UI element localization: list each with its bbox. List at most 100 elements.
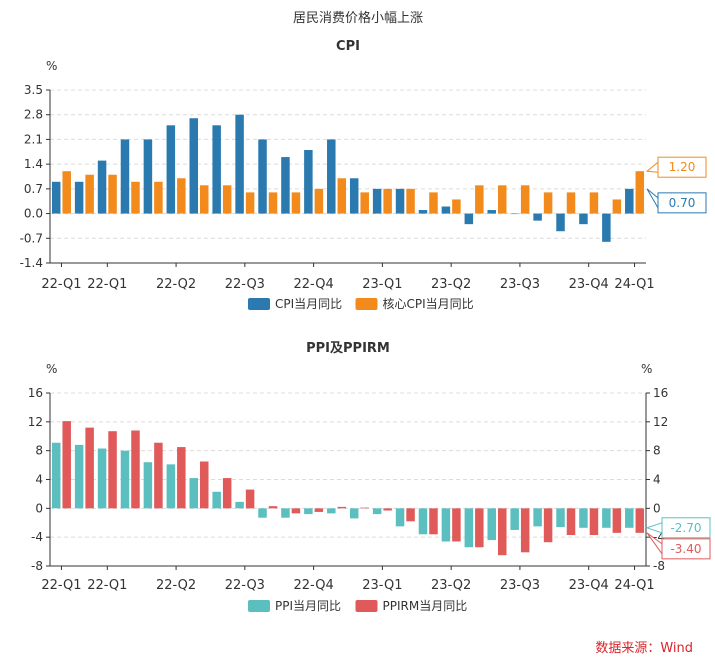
legend-label: CPI当月同比 — [275, 297, 342, 311]
x-tick-label: 22-Q2 — [156, 277, 196, 292]
bar-series1 — [418, 508, 428, 535]
bar-series2 — [360, 507, 369, 509]
bar-series2 — [498, 508, 507, 556]
bar-series1 — [441, 508, 451, 542]
bar-series2 — [429, 192, 438, 214]
figure-title: 居民消费价格小幅上涨 — [293, 10, 423, 26]
bar-series1 — [510, 508, 519, 530]
x-tick-label: 23-Q4 — [569, 277, 609, 292]
bar-series2 — [635, 508, 645, 533]
bar-series1 — [464, 213, 474, 225]
bar-series2 — [589, 508, 599, 536]
bar-series2 — [177, 447, 186, 509]
y-tick-label: 0.0 — [24, 207, 43, 221]
bar-series1 — [556, 508, 565, 528]
y-tick-label: -0.7 — [20, 231, 43, 245]
bar-series1 — [212, 125, 221, 214]
x-tick-label: 24-Q1 — [614, 578, 654, 593]
bar-series2 — [291, 192, 301, 214]
bar-series2 — [498, 185, 507, 214]
bar-series1 — [533, 508, 542, 527]
legend-label: 核心CPI当月同比 — [383, 297, 474, 311]
bar-series1 — [418, 210, 428, 214]
bar-series2 — [314, 508, 324, 512]
y-tick-label: 0 — [35, 501, 43, 515]
y-tick-label-right: 0 — [653, 501, 661, 515]
bar-series2 — [406, 508, 415, 522]
bar-series1 — [602, 508, 611, 528]
bar-series1 — [304, 150, 313, 214]
bar-series1 — [143, 139, 153, 214]
bar-series1 — [189, 478, 198, 509]
bar-series2 — [131, 430, 140, 509]
bar-series2 — [543, 192, 553, 214]
bar-series1 — [579, 213, 588, 225]
bar-series2 — [62, 421, 71, 509]
bar-series1 — [464, 508, 474, 548]
bar-series1 — [349, 508, 359, 519]
callout-box — [661, 517, 711, 539]
bar-series2 — [429, 508, 438, 535]
bar-series1 — [349, 178, 359, 214]
bar-series2 — [635, 171, 645, 214]
x-tick-label: 23-Q4 — [569, 578, 609, 593]
y-tick-label: 1.4 — [24, 157, 43, 171]
bar-series1 — [281, 157, 290, 214]
bar-series2 — [475, 508, 484, 548]
bar-series1 — [579, 508, 588, 528]
bar-series2 — [314, 188, 324, 214]
bar-series1 — [487, 508, 496, 541]
bar-series1 — [625, 508, 634, 528]
bar-series1 — [143, 462, 153, 509]
bar-series2 — [383, 508, 392, 511]
bar-series1 — [235, 501, 244, 509]
legend-swatch — [355, 600, 378, 612]
x-tick-label: 23-Q2 — [431, 578, 471, 593]
callout-label: 0.70 — [669, 196, 696, 210]
callout-pointer — [646, 532, 663, 555]
bar-series1 — [372, 508, 382, 515]
legend-label: PPIRM当月同比 — [383, 599, 468, 613]
x-tick-label: 22-Q1 — [87, 277, 127, 292]
y-tick-label-right: 12 — [653, 415, 668, 429]
bar-series1 — [556, 213, 565, 232]
y-tick-label: 3.5 — [24, 83, 43, 97]
bar-series1 — [395, 188, 405, 214]
callout-box — [657, 156, 707, 178]
x-tick-label: 23-Q1 — [362, 578, 402, 593]
bar-series2 — [108, 431, 117, 509]
bar-series2 — [154, 181, 163, 214]
bar-series2 — [520, 508, 530, 553]
y-axis-unit: % — [46, 362, 57, 376]
bar-series1 — [487, 210, 496, 214]
bar-series2 — [337, 178, 347, 214]
bar-series2 — [589, 192, 599, 214]
callout-label: -2.70 — [670, 521, 701, 535]
bar-series1 — [166, 464, 176, 509]
bar-series1 — [327, 139, 336, 214]
y-tick-label: -8 — [31, 559, 43, 573]
callout-pointer — [645, 522, 663, 534]
y-tick-label: -1.4 — [20, 256, 43, 270]
y-tick-label-right: 16 — [653, 386, 668, 400]
bar-series2 — [383, 188, 392, 214]
bar-series1 — [602, 213, 611, 242]
bar-series2 — [566, 508, 576, 536]
y-axis-unit: % — [46, 59, 57, 73]
legend-label: PPI当月同比 — [275, 599, 341, 613]
y-tick-label: 12 — [28, 415, 43, 429]
bar-series2 — [520, 185, 530, 214]
bar-series2 — [268, 192, 278, 214]
callout-pointer — [645, 161, 659, 173]
x-tick-label: 23-Q3 — [500, 277, 540, 292]
y-tick-label: 4 — [35, 473, 43, 487]
bar-series1 — [74, 444, 84, 509]
y-tick-label-right: 4 — [653, 473, 661, 487]
bar-series1 — [372, 188, 382, 214]
bar-series2 — [337, 506, 347, 509]
x-tick-label: 24-Q1 — [614, 277, 654, 292]
bar-series1 — [120, 450, 130, 509]
x-tick-label: 23-Q1 — [362, 277, 402, 292]
bar-series1 — [51, 442, 61, 509]
